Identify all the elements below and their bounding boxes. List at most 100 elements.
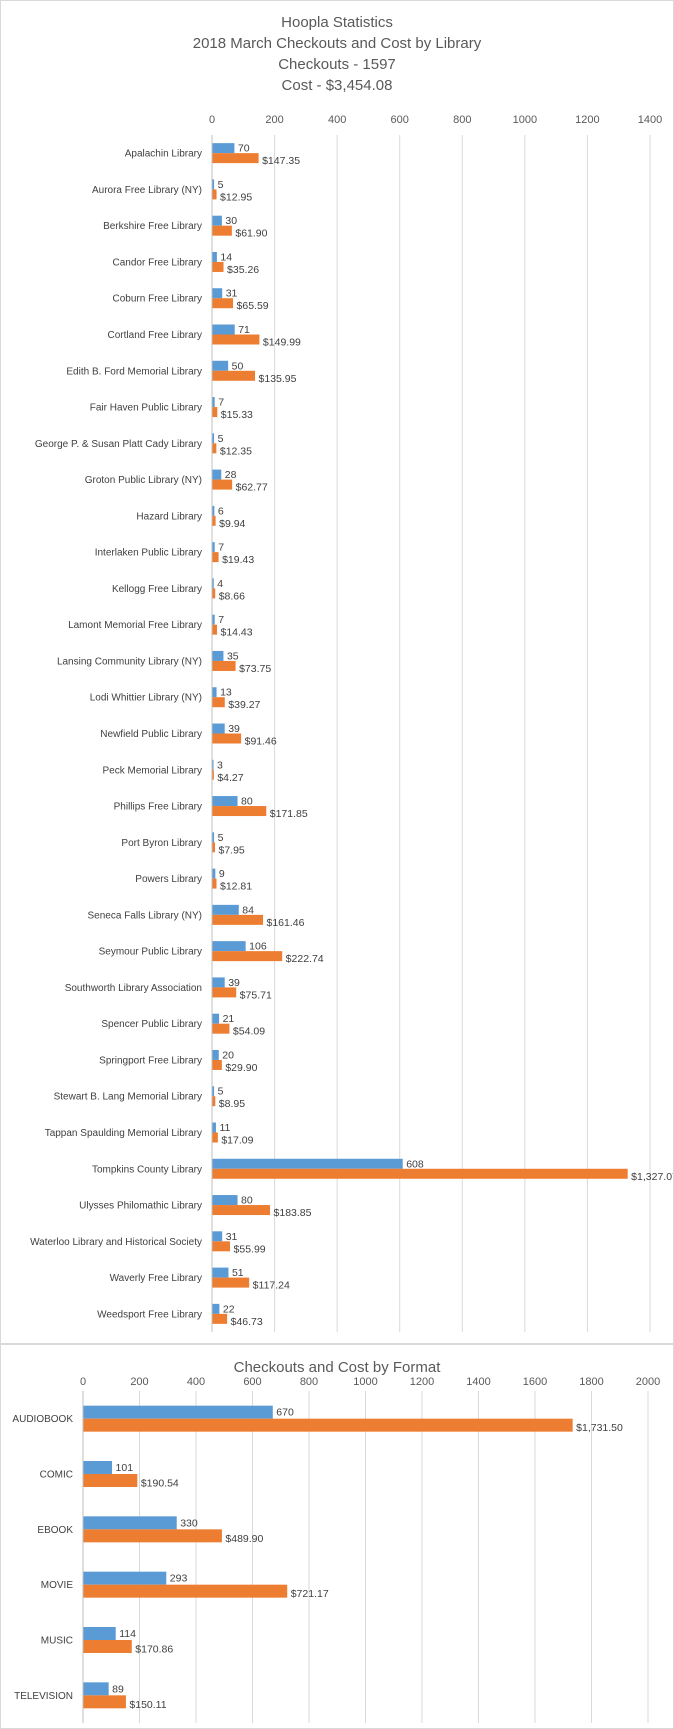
checkouts-data-label: 7 bbox=[218, 397, 224, 409]
category-label: Peck Memorial Library bbox=[103, 765, 202, 776]
x-tick-label: 1400 bbox=[466, 1376, 490, 1388]
checkouts-data-label: 39 bbox=[228, 977, 240, 989]
checkouts-bar bbox=[212, 904, 239, 915]
checkouts-bar bbox=[212, 1267, 229, 1278]
checkouts-data-label: 670 bbox=[276, 1407, 294, 1419]
x-tick-label: 800 bbox=[453, 114, 471, 126]
checkouts-bar bbox=[83, 1627, 116, 1640]
cost-bar bbox=[212, 842, 215, 853]
checkouts-data-label: 330 bbox=[180, 1517, 198, 1529]
cost-bar bbox=[212, 1132, 218, 1143]
cost-bar bbox=[212, 951, 283, 962]
cost-bar bbox=[212, 769, 214, 780]
checkouts-data-label: 13 bbox=[220, 687, 232, 699]
checkouts-data-label: 31 bbox=[226, 288, 238, 300]
category-label: Lodi Whittier Library (NY) bbox=[90, 693, 202, 704]
category-label: Apalachin Library bbox=[125, 149, 202, 160]
x-tick-label: 1600 bbox=[523, 1376, 547, 1388]
cost-data-label: $75.71 bbox=[240, 989, 272, 1001]
checkouts-bar bbox=[212, 1303, 220, 1314]
cost-data-label: $55.99 bbox=[234, 1243, 266, 1255]
checkouts-data-label: 70 bbox=[238, 143, 250, 155]
checkouts-bar bbox=[212, 650, 224, 661]
cost-data-label: $54.09 bbox=[233, 1026, 265, 1038]
checkouts-bar bbox=[212, 324, 235, 335]
checkouts-data-label: 7 bbox=[218, 614, 224, 626]
checkouts-data-label: 21 bbox=[223, 1013, 235, 1025]
cost-bar bbox=[212, 588, 216, 599]
checkouts-data-label: 9 bbox=[219, 868, 225, 880]
checkouts-bar bbox=[212, 1122, 216, 1133]
checkouts-data-label: 28 bbox=[225, 469, 237, 481]
checkouts-data-label: 71 bbox=[238, 324, 250, 336]
category-label: Seneca Falls Library (NY) bbox=[88, 910, 202, 921]
cost-data-label: $91.46 bbox=[245, 736, 277, 748]
cost-data-label: $12.35 bbox=[220, 445, 252, 457]
cost-bar bbox=[212, 733, 242, 744]
cost-data-label: $147.35 bbox=[262, 155, 300, 167]
category-label: Cortland Free Library bbox=[108, 330, 202, 341]
format-chart-panel: Checkouts and Cost by Format 0 200 400 600 8… bbox=[0, 1344, 674, 1729]
x-tick-label: 200 bbox=[130, 1376, 148, 1388]
checkouts-bar bbox=[212, 977, 225, 988]
category-label: TELEVISION bbox=[14, 1691, 73, 1702]
cost-bar bbox=[212, 914, 264, 925]
cost-data-label: $1,731.50 bbox=[576, 1422, 623, 1434]
cost-data-label: $46.73 bbox=[231, 1316, 263, 1328]
cost-data-label: $8.66 bbox=[219, 590, 245, 602]
cost-data-label: $135.95 bbox=[259, 373, 297, 385]
cost-bar bbox=[212, 878, 217, 889]
category-label: Lansing Community Library (NY) bbox=[57, 656, 202, 667]
cost-bar bbox=[212, 806, 267, 817]
cost-data-label: $117.24 bbox=[253, 1280, 290, 1292]
category-label: Ulysses Philomathic Library bbox=[79, 1201, 202, 1212]
cost-bar bbox=[212, 1241, 231, 1252]
cost-bar bbox=[212, 225, 232, 236]
checkouts-data-label: 4 bbox=[217, 578, 223, 590]
cost-bar bbox=[83, 1418, 573, 1432]
category-label: Seymour Public Library bbox=[99, 947, 202, 958]
category-label: Southworth Library Association bbox=[65, 983, 202, 994]
cost-bar bbox=[212, 660, 236, 671]
category-label: Port Byron Library bbox=[121, 838, 202, 849]
format-chart-plot: 0 200 400 600 800 1000 1200 1400 1600 1800 2000 AUD… bbox=[12, 1376, 660, 1723]
checkouts-bar bbox=[83, 1571, 167, 1585]
checkouts-bar bbox=[212, 1195, 238, 1206]
cost-data-label: $39.27 bbox=[228, 699, 260, 711]
library-chart-panel: Hoopla Statistics 2018 March Checkouts a… bbox=[0, 0, 674, 1344]
cost-bar bbox=[212, 479, 233, 490]
library-chart-plot: 0 200 400 600 800 1000 1200 1400 Apalachin Libra… bbox=[30, 114, 673, 1332]
category-label: Tompkins County Library bbox=[92, 1164, 202, 1175]
cost-bar bbox=[212, 1205, 271, 1216]
checkouts-data-label: 5 bbox=[218, 832, 224, 844]
cost-data-label: $15.33 bbox=[221, 409, 253, 421]
x-tick-label: 400 bbox=[187, 1376, 205, 1388]
category-label: Hazard Library bbox=[136, 511, 202, 522]
cost-data-label: $65.59 bbox=[237, 300, 269, 312]
cost-bar bbox=[212, 407, 218, 418]
checkouts-data-label: 5 bbox=[218, 179, 224, 191]
checkouts-data-label: 608 bbox=[406, 1158, 424, 1170]
checkouts-bar bbox=[212, 505, 215, 516]
x-tick-label: 0 bbox=[80, 1376, 86, 1388]
checkouts-bar bbox=[212, 832, 215, 843]
chart-title: Hoopla Statistics bbox=[281, 14, 393, 31]
checkouts-bar bbox=[212, 433, 215, 444]
checkouts-bar bbox=[212, 179, 215, 190]
checkouts-bar bbox=[83, 1682, 109, 1696]
cost-data-label: $489.90 bbox=[225, 1533, 263, 1545]
checkouts-data-label: 84 bbox=[242, 904, 254, 916]
checkouts-bar bbox=[212, 687, 217, 698]
cost-bar bbox=[212, 1023, 230, 1034]
cost-data-label: $35.26 bbox=[227, 264, 259, 276]
checkouts-bar bbox=[212, 288, 223, 299]
category-label: Spencer Public Library bbox=[101, 1019, 202, 1030]
x-tick-label: 0 bbox=[209, 114, 215, 126]
cost-data-label: $222.74 bbox=[286, 953, 324, 965]
cost-bar bbox=[212, 370, 256, 381]
checkouts-data-label: 14 bbox=[220, 251, 232, 263]
checkouts-bar bbox=[212, 578, 214, 589]
checkouts-data-label: 114 bbox=[119, 1628, 136, 1640]
checkouts-data-label: 50 bbox=[232, 360, 244, 372]
checkouts-data-label: 39 bbox=[228, 723, 240, 735]
